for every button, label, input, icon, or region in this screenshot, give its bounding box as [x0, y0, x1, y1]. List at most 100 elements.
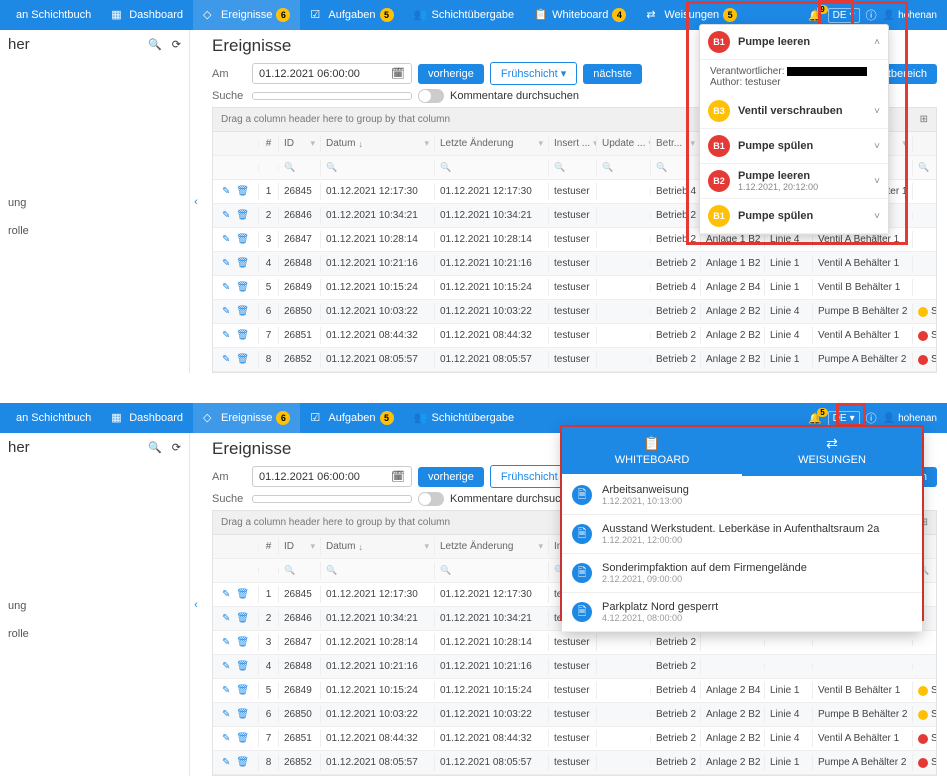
- dd2-tab-weisungen[interactable]: ⇄WEISUNGEN: [742, 427, 922, 476]
- delete-icon[interactable]: 🗑: [236, 613, 249, 624]
- delete-icon[interactable]: 🗑: [236, 661, 249, 672]
- nav-dashboard[interactable]: ▦Dashboard: [101, 0, 193, 30]
- edit-icon[interactable]: ✎: [222, 733, 230, 744]
- bell-button[interactable]: 🔔9: [808, 9, 822, 22]
- filter-id[interactable]: [279, 159, 321, 176]
- delete-icon[interactable]: 🗑: [236, 757, 249, 768]
- bell-button[interactable]: 🔔5: [808, 412, 822, 425]
- filter-upd[interactable]: [597, 159, 651, 176]
- delete-icon[interactable]: 🗑: [236, 210, 249, 221]
- refresh-icon[interactable]: ⟳: [172, 441, 181, 454]
- next-button[interactable]: nächste: [583, 64, 642, 84]
- delete-icon[interactable]: 🗑: [236, 258, 249, 269]
- date-input[interactable]: 01.12.2021 06:00:00🗓: [252, 466, 412, 487]
- delete-icon[interactable]: 🗑: [236, 354, 249, 365]
- sidebar-item-a[interactable]: ung: [8, 592, 181, 620]
- search-input[interactable]: [252, 495, 412, 503]
- table-row[interactable]: ✎🗑 8 26852 01.12.2021 08:05:57 01.12.202…: [213, 348, 936, 372]
- dd-item[interactable]: B3 Ventil verschrauben ˅: [700, 94, 888, 129]
- delete-icon[interactable]: 🗑: [236, 589, 249, 600]
- filter-datum[interactable]: [321, 159, 435, 176]
- edit-icon[interactable]: ✎: [222, 330, 230, 341]
- sidebar-item-b[interactable]: rolle: [8, 620, 181, 648]
- delete-icon[interactable]: 🗑: [236, 637, 249, 648]
- table-row[interactable]: ✎🗑 5 26849 01.12.2021 10:15:24 01.12.202…: [213, 276, 936, 300]
- delete-icon[interactable]: 🗑: [236, 709, 249, 720]
- nav-aufgaben[interactable]: ☑Aufgaben5: [300, 0, 403, 30]
- sidebar-item-a[interactable]: ung: [8, 189, 181, 217]
- edit-icon[interactable]: ✎: [222, 613, 230, 624]
- edit-icon[interactable]: ✎: [222, 589, 230, 600]
- dd2-item[interactable]: 🗎 Parkplatz Nord gesperrt4.12.2021, 08:0…: [562, 593, 922, 632]
- delete-icon[interactable]: 🗑: [236, 186, 249, 197]
- filter-ins[interactable]: [549, 159, 597, 176]
- table-row[interactable]: ✎🗑 8 26852 01.12.2021 08:05:57 01.12.202…: [213, 751, 936, 775]
- info-icon[interactable]: ⓘ: [866, 410, 877, 426]
- dd2-item[interactable]: 🗎 Ausstand Werkstudent. Leberkäse in Auf…: [562, 515, 922, 554]
- comments-toggle[interactable]: [418, 492, 444, 506]
- nav-schicht[interactable]: 👥Schichtübergabe: [404, 0, 525, 30]
- column-chooser-icon[interactable]: ⊞: [920, 114, 928, 125]
- dd2-item[interactable]: 🗎 Sonderimpfaktion auf dem Firmengelände…: [562, 554, 922, 593]
- shift-select[interactable]: Frühschicht ▾: [490, 62, 577, 85]
- filter-chg[interactable]: [435, 159, 549, 176]
- filter-fail[interactable]: [913, 159, 937, 176]
- nav-schicht[interactable]: 👥Schichtübergabe: [404, 403, 525, 433]
- dd-item[interactable]: B2 Pumpe leeren1.12.2021, 20:12:00 ˅: [700, 164, 888, 199]
- table-row[interactable]: ✎🗑 4 26848 01.12.2021 10:21:16 01.12.202…: [213, 655, 936, 679]
- comments-toggle[interactable]: [418, 89, 444, 103]
- edit-icon[interactable]: ✎: [222, 210, 230, 221]
- table-row[interactable]: ✎🗑 5 26849 01.12.2021 10:15:24 01.12.202…: [213, 679, 936, 703]
- table-row[interactable]: ✎🗑 6 26850 01.12.2021 10:03:22 01.12.202…: [213, 703, 936, 727]
- delete-icon[interactable]: 🗑: [236, 234, 249, 245]
- nav-ereignisse[interactable]: ◇Ereignisse6: [193, 0, 300, 30]
- delete-icon[interactable]: 🗑: [236, 282, 249, 293]
- collapse-toggle[interactable]: ‹: [190, 30, 202, 373]
- user-menu[interactable]: 👤hohenan: [883, 413, 937, 424]
- table-row[interactable]: ✎🗑 3 26847 01.12.2021 10:28:14 01.12.202…: [213, 631, 936, 655]
- nav-ereignisse[interactable]: ◇Ereignisse6: [193, 403, 300, 433]
- edit-icon[interactable]: ✎: [222, 709, 230, 720]
- nav-dashboard[interactable]: ▦Dashboard: [101, 403, 193, 433]
- dd2-item[interactable]: 🗎 Arbeitsanweisung1.12.2021, 10:13:00: [562, 476, 922, 515]
- search-icon[interactable]: 🔍: [148, 38, 162, 51]
- info-icon[interactable]: ⓘ: [866, 7, 877, 23]
- filter-datum[interactable]: [321, 562, 435, 579]
- search-icon[interactable]: 🔍: [148, 441, 162, 454]
- edit-icon[interactable]: ✎: [222, 258, 230, 269]
- refresh-icon[interactable]: ⟳: [172, 38, 181, 51]
- delete-icon[interactable]: 🗑: [236, 685, 249, 696]
- edit-icon[interactable]: ✎: [222, 661, 230, 672]
- table-row[interactable]: ✎🗑 7 26851 01.12.2021 08:44:32 01.12.202…: [213, 324, 936, 348]
- dd-item[interactable]: B1 Pumpe spülen ˅: [700, 129, 888, 164]
- edit-icon[interactable]: ✎: [222, 186, 230, 197]
- collapse-toggle[interactable]: ‹: [190, 433, 202, 776]
- user-menu[interactable]: 👤hohenan: [883, 10, 937, 21]
- edit-icon[interactable]: ✎: [222, 306, 230, 317]
- dd2-tab-whiteboard[interactable]: 📋WHITEBOARD: [562, 427, 742, 476]
- delete-icon[interactable]: 🗑: [236, 330, 249, 341]
- filter-id[interactable]: [279, 562, 321, 579]
- prev-button[interactable]: vorherige: [418, 64, 484, 84]
- date-input[interactable]: 01.12.2021 06:00:00🗓: [252, 63, 412, 84]
- table-row[interactable]: ✎🗑 7 26851 01.12.2021 08:44:32 01.12.202…: [213, 727, 936, 751]
- dd-header[interactable]: B1 Pumpe leeren ˄: [700, 25, 888, 60]
- delete-icon[interactable]: 🗑: [236, 306, 249, 317]
- edit-icon[interactable]: ✎: [222, 354, 230, 365]
- table-row[interactable]: ✎🗑 4 26848 01.12.2021 10:21:16 01.12.202…: [213, 252, 936, 276]
- sidebar-item-b[interactable]: rolle: [8, 217, 181, 245]
- edit-icon[interactable]: ✎: [222, 282, 230, 293]
- delete-icon[interactable]: 🗑: [236, 733, 249, 744]
- filter-betr[interactable]: [651, 159, 701, 176]
- nav-aufgaben[interactable]: ☑Aufgaben5: [300, 403, 403, 433]
- nav-whiteboard[interactable]: 📋Whiteboard4: [524, 0, 636, 30]
- lang-select[interactable]: DE▾: [828, 8, 860, 23]
- edit-icon[interactable]: ✎: [222, 234, 230, 245]
- edit-icon[interactable]: ✎: [222, 685, 230, 696]
- lang-select[interactable]: DE▾: [828, 411, 860, 426]
- filter-chg[interactable]: [435, 562, 549, 579]
- search-input[interactable]: [252, 92, 412, 100]
- edit-icon[interactable]: ✎: [222, 637, 230, 648]
- edit-icon[interactable]: ✎: [222, 757, 230, 768]
- prev-button[interactable]: vorherige: [418, 467, 484, 487]
